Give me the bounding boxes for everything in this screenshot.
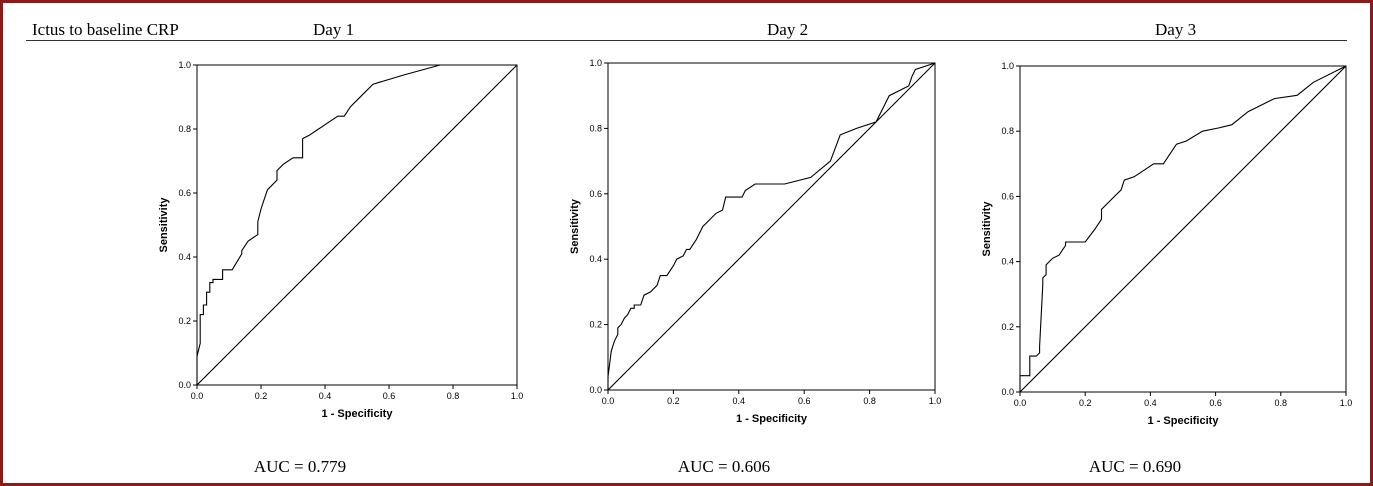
day1-xtick-label: 0.2	[255, 391, 268, 401]
day1-roc-curve	[196, 64, 517, 385]
day3-title: Day 3	[1155, 20, 1197, 39]
day1-xlabel: 1 - Specificity	[322, 408, 394, 420]
day2-xtick-label: 1.0	[929, 396, 942, 406]
day3-ytick-label: 0.8	[1001, 126, 1014, 136]
day1-ytick-label: 1.0	[178, 60, 191, 70]
day1-ytick-label: 0.0	[178, 380, 191, 390]
day2-ytick-label: 1.0	[589, 58, 602, 68]
day3-xtick-label: 0.8	[1275, 398, 1288, 408]
day3-ylabel: Sensitivity	[981, 201, 993, 257]
day2-auc: AUC = 0.606	[677, 457, 771, 476]
day2-title: Day 2	[767, 20, 809, 39]
day2-xtick-label: 0.8	[863, 396, 876, 406]
day1-ytick-label: 0.6	[178, 188, 191, 198]
header-label: Ictus to baseline CRP	[32, 20, 179, 39]
day1-ytick-label: 0.2	[178, 316, 191, 326]
day1-reference-line	[196, 64, 518, 386]
day2-ytick-label: 0.0	[589, 385, 602, 395]
day3-xtick-label: 0.2	[1079, 398, 1092, 408]
day2-plot-frame	[607, 62, 936, 391]
day2-ytick-label: 0.8	[589, 123, 602, 133]
day3-auc: AUC = 0.690	[1088, 457, 1182, 476]
header-rule	[26, 40, 1347, 41]
day2-xtick-label: 0.6	[798, 396, 811, 406]
day2-ytick-label: 0.4	[589, 254, 602, 264]
day1-title: Day 1	[313, 20, 355, 39]
day3-ytick-label: 1.0	[1001, 61, 1014, 71]
day3-plot-frame	[1019, 65, 1347, 393]
day1-plot-frame	[196, 64, 518, 386]
day3-ytick-label: 0.2	[1001, 322, 1014, 332]
day1-ytick-label: 0.4	[178, 252, 191, 262]
day2-ytick-label: 0.6	[589, 189, 602, 199]
day1-xtick-label: 0.4	[319, 391, 332, 401]
day3-ytick-label: 0.4	[1001, 257, 1014, 267]
day1-xtick-label: 0.0	[191, 391, 204, 401]
day2-reference-line	[607, 62, 936, 391]
day3-ytick-label: 0.0	[1001, 387, 1014, 397]
day3-xtick-label: 1.0	[1340, 398, 1353, 408]
day3-reference-line	[1019, 65, 1347, 393]
day1-xtick-label: 0.8	[447, 391, 460, 401]
day2-xlabel: 1 - Specificity	[736, 413, 808, 425]
day1-xtick-label: 0.6	[383, 391, 396, 401]
day2-xtick-label: 0.0	[602, 396, 615, 406]
day2-ytick-label: 0.2	[589, 320, 602, 330]
day2-ylabel: Sensitivity	[569, 198, 581, 254]
day3-xlabel: 1 - Specificity	[1148, 415, 1220, 427]
day1-auc: AUC = 0.779	[253, 457, 347, 476]
day3-xtick-label: 0.0	[1014, 398, 1027, 408]
day2-xtick-label: 0.2	[667, 396, 680, 406]
day2-xtick-label: 0.4	[733, 396, 746, 406]
day1-ylabel: Sensitivity	[158, 197, 170, 253]
day3-roc-curve	[1019, 65, 1347, 392]
day3-ytick-label: 0.6	[1001, 191, 1014, 201]
day1-ytick-label: 0.8	[178, 124, 191, 134]
day1-xtick-label: 1.0	[511, 391, 524, 401]
day2-roc-curve	[607, 62, 936, 390]
day3-xtick-label: 0.6	[1209, 398, 1222, 408]
day3-xtick-label: 0.4	[1144, 398, 1157, 408]
